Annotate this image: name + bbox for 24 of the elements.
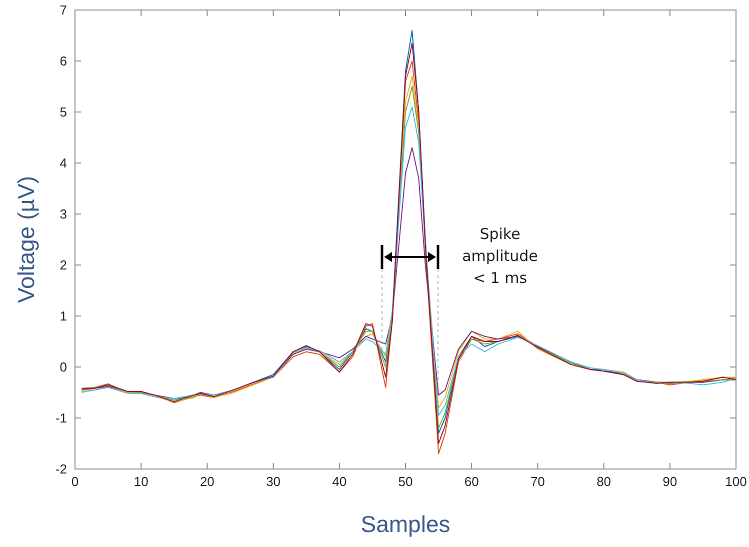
x-tick-label: 0: [71, 474, 79, 489]
x-tick-label: 50: [398, 474, 413, 489]
x-tick-label: 90: [662, 474, 678, 489]
x-tick-label: 10: [134, 474, 148, 489]
x-axis-title: Samples: [360, 511, 450, 537]
x-tick-label: 60: [464, 474, 479, 489]
x-tick-label: 80: [596, 474, 612, 489]
x-tick-label: 100: [725, 474, 747, 489]
y-axis-title: Voltage (µV): [13, 176, 39, 304]
y-tick-label: 3: [60, 206, 67, 222]
x-tick-label: 40: [332, 474, 347, 489]
y-tick-label: 7: [60, 2, 67, 18]
annotation: Spike amplitude < 1 ms: [462, 225, 538, 287]
x-tick-label: 30: [266, 474, 281, 489]
x-tick-label: 20: [200, 474, 214, 489]
y-tick-label: 6: [60, 54, 67, 69]
y-tick-label: -1: [55, 410, 67, 426]
y-tick-label: 0: [60, 360, 67, 375]
y-tick-label: 1: [60, 308, 67, 324]
y-tick-label: 2: [60, 258, 67, 273]
y-tick-label: 5: [60, 104, 67, 120]
y-tick-label: -2: [55, 462, 67, 477]
y-tick-label: 4: [60, 156, 67, 171]
x-tick-label: 70: [530, 474, 545, 489]
